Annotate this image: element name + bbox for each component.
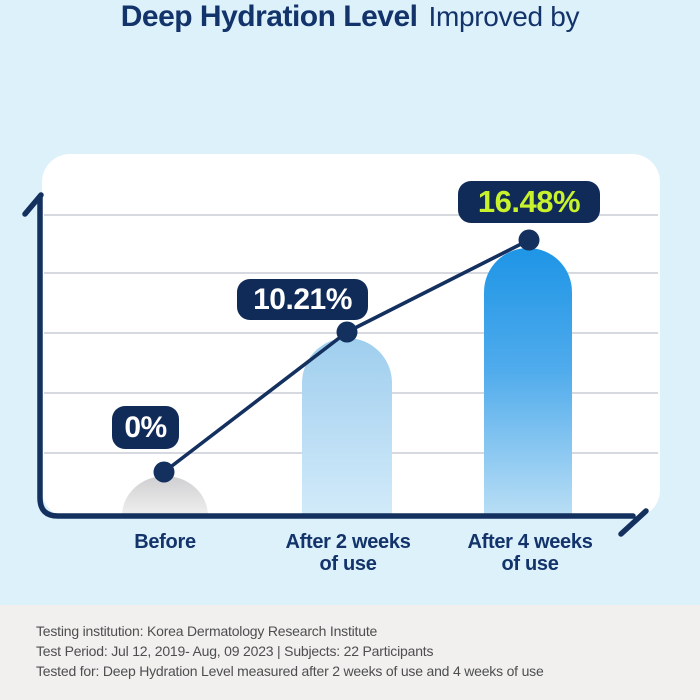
footer-line-period-subjects: Test Period: Jul 12, 2019- Aug, 09 2023 … [36,643,434,659]
x-label-line2: of use [319,553,377,575]
bar-after-2-weeks [302,338,392,518]
title-suffix: Improved by [428,1,580,32]
x-label-before: Before [134,531,196,553]
bar-before [122,476,208,516]
value-badge-4-weeks: 16.48% [458,181,600,223]
bar-after-4-weeks [484,248,572,518]
page-title: Deep Hydration Level Improved by [0,0,700,34]
value-label-4-weeks: 16.48% [477,184,581,219]
x-label-line2: of use [501,553,559,575]
x-label-2-weeks: After 2 weeks of use [285,531,410,575]
value-badge-before: 0% [112,406,179,449]
footer-disclaimer: Testing institution: Korea Dermatology R… [0,605,700,700]
value-label-before: 0% [124,410,167,444]
data-point-before [153,461,175,483]
x-label-line1: After 4 weeks [467,531,593,553]
x-label-line1: After 2 weeks [285,531,411,553]
x-label-line1: Before [134,531,196,553]
value-badge-2-weeks: 10.21% [237,279,368,320]
axis-lines [37,194,636,519]
x-axis-arrowhead-icon [618,508,649,537]
title-main: Deep Hydration Level [120,0,418,33]
data-point-2-weeks [336,321,358,343]
footer-line-institution: Testing institution: Korea Dermatology R… [36,623,378,639]
x-label-4-weeks: After 4 weeks of use [467,531,592,575]
y-axis-arrowhead-icon [22,192,44,217]
axes [22,192,649,537]
footer-line-tested-for: Tested for: Deep Hydration Level measure… [36,663,544,679]
value-label-2-weeks: 10.21% [253,282,352,316]
footer-text-block: Testing institution: Korea Dermatology R… [36,621,544,681]
data-point-4-weeks [518,229,540,251]
